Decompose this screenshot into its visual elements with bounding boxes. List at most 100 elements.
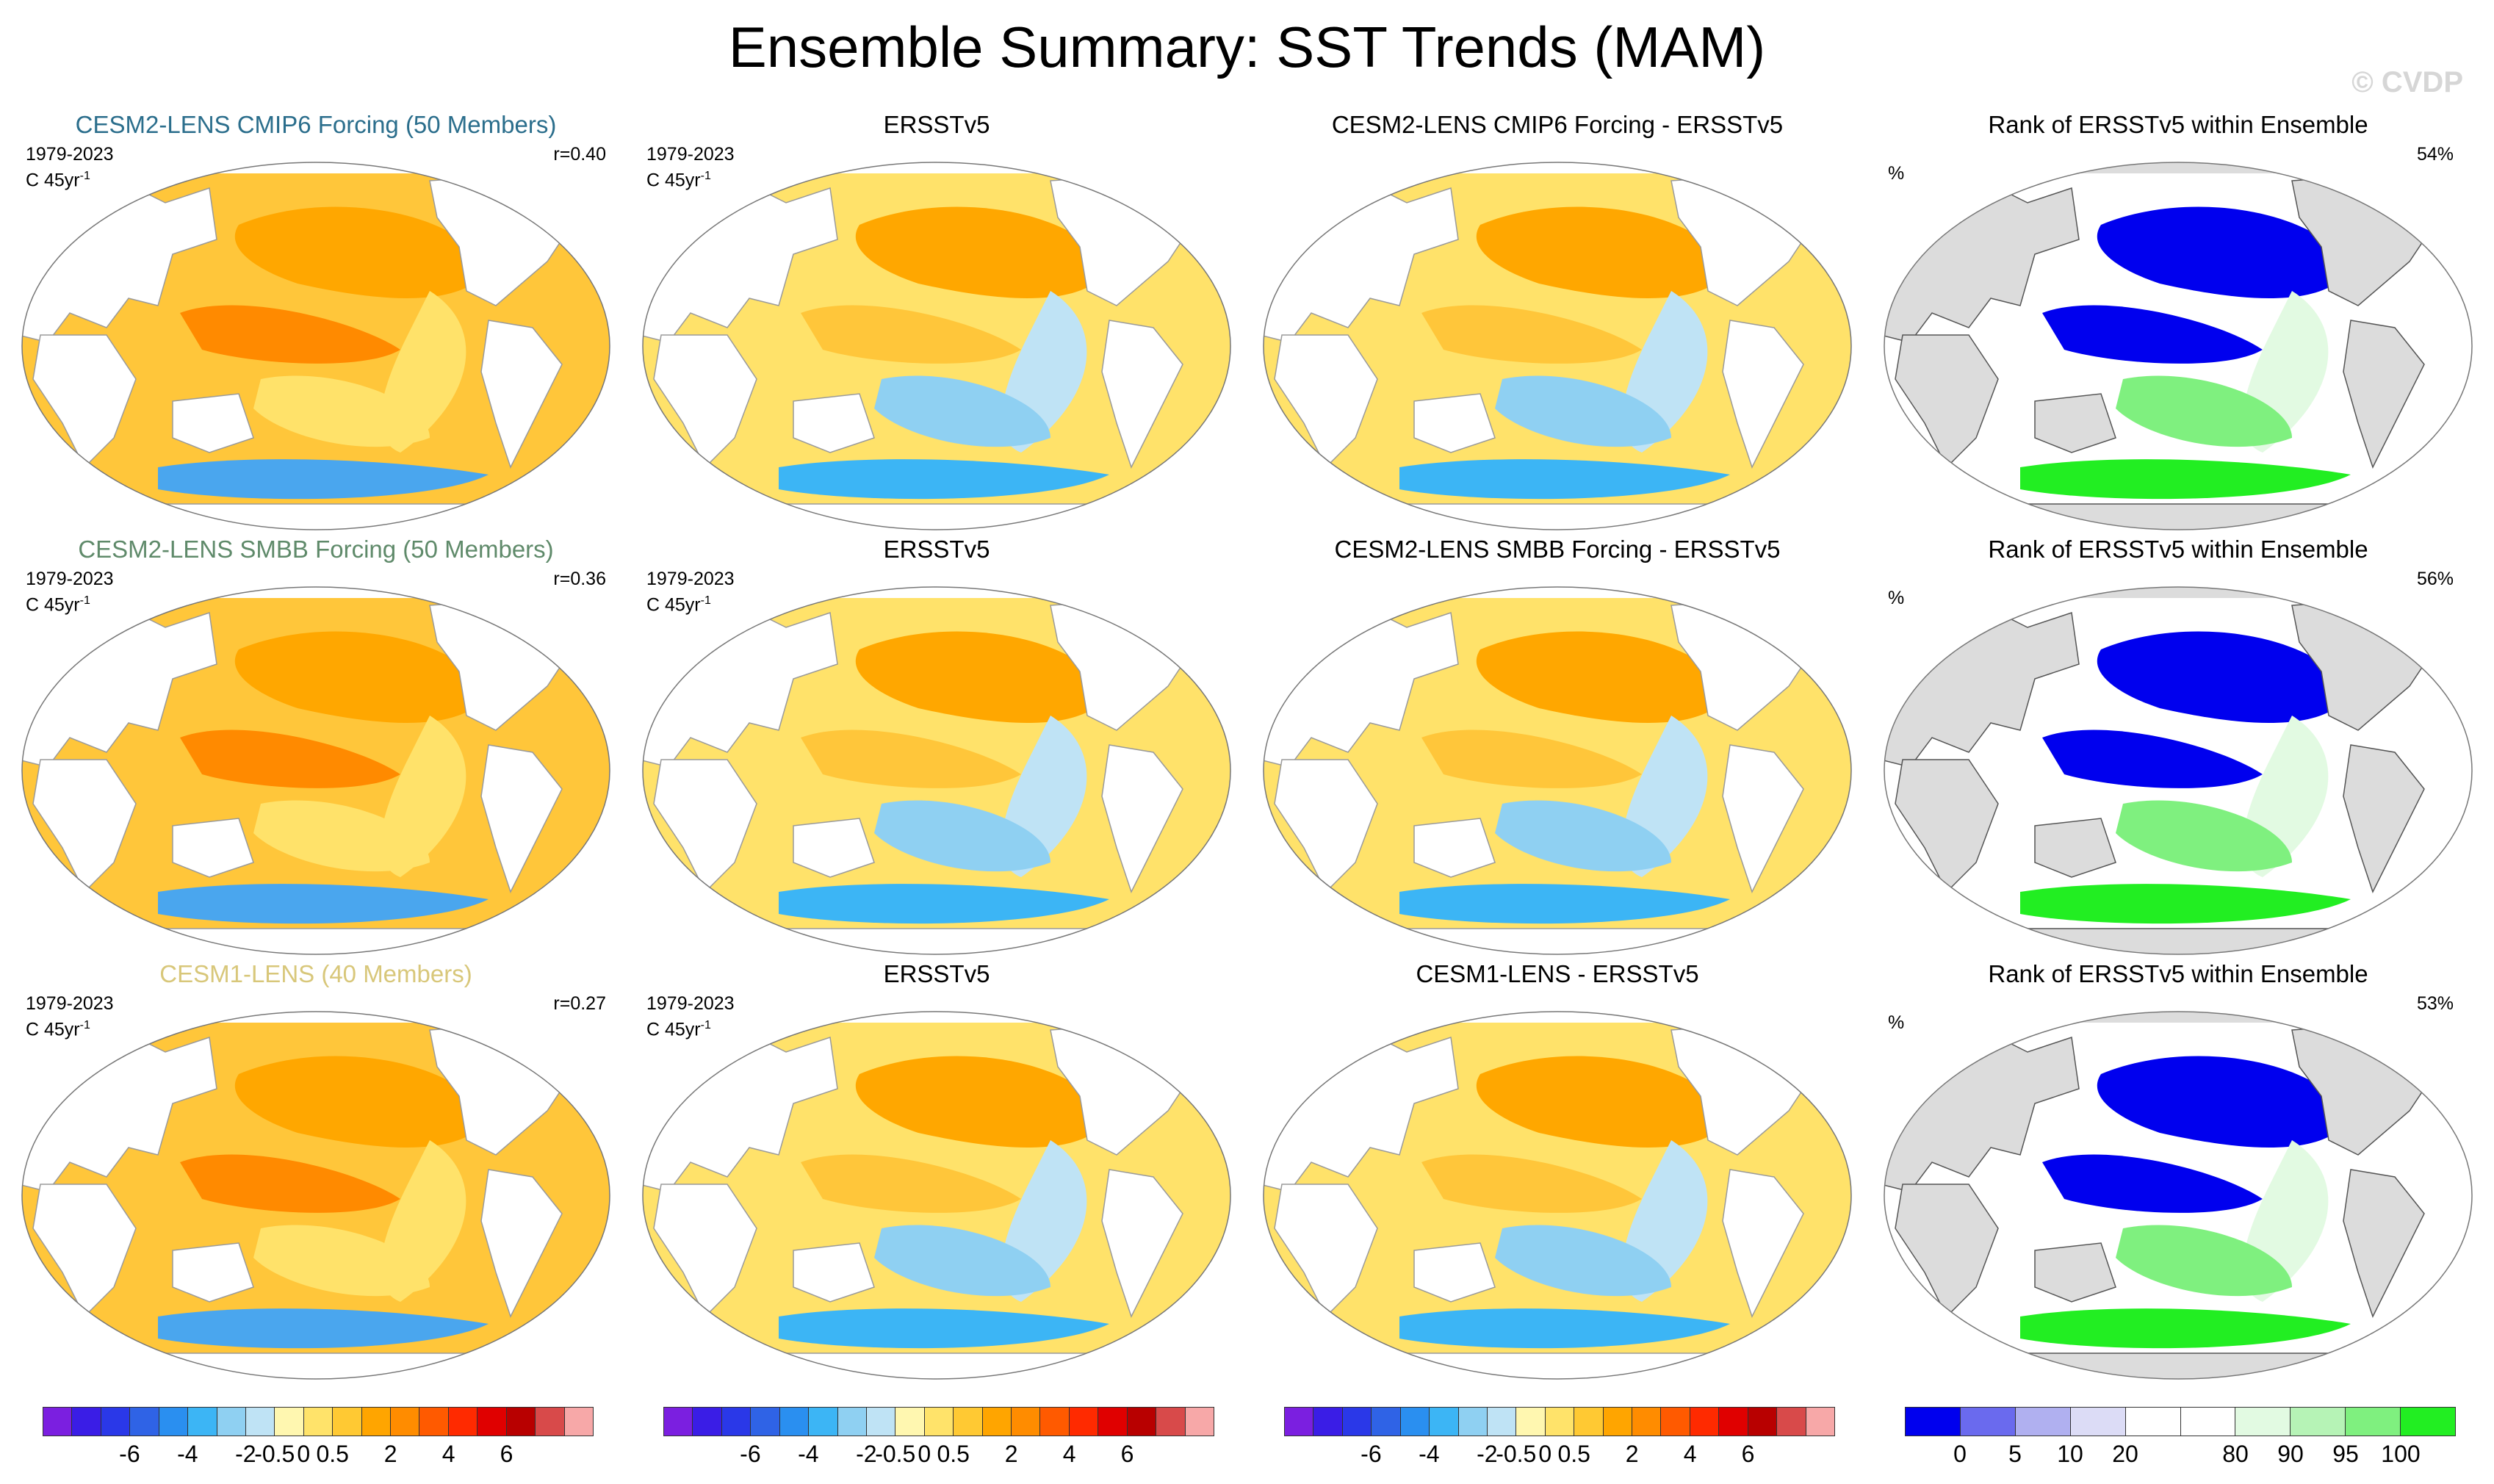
obs-map — [642, 1011, 1231, 1380]
land-arctic — [823, 162, 1050, 173]
trend-colorbar: -6 -4 -2 -0.5 0 0.5 2 4 6 — [1284, 1407, 1835, 1470]
land-africa — [32, 334, 137, 469]
map-frame — [21, 1011, 610, 1380]
colorbar-tick-label: -2 — [235, 1441, 256, 1467]
colorbar-tick-label: -0.5 — [254, 1441, 295, 1467]
colorbar-swatch — [954, 1408, 983, 1436]
colorbar-swatch — [1574, 1408, 1604, 1436]
land-africa — [1895, 334, 1999, 469]
diff-map — [1263, 586, 1852, 955]
anomaly-region — [1476, 1056, 1730, 1148]
colorbar-swatch — [809, 1408, 838, 1436]
units-exponent: -1 — [79, 170, 90, 182]
panel-title: Rank of ERSSTv5 within Ensemble — [1988, 536, 2368, 563]
land-south-america — [480, 1169, 563, 1318]
colorbar-swatch — [536, 1408, 565, 1436]
map-frame — [1884, 162, 2473, 530]
land-africa — [653, 759, 757, 893]
colorbar-swatch — [1487, 1408, 1517, 1436]
land-africa — [653, 1184, 757, 1318]
land-arctic — [2064, 162, 2292, 173]
land-australia — [1413, 393, 1496, 453]
colorbar-swatch — [1458, 1408, 1488, 1436]
anomaly-region — [2116, 375, 2292, 447]
anomaly-region — [2097, 1056, 2351, 1148]
colorbar-tick-label: 0 — [918, 1441, 931, 1467]
land-arctic — [2064, 587, 2292, 598]
land-antarctica — [1884, 1352, 2472, 1379]
rank-unit-label: % — [1888, 588, 1905, 608]
anomaly-region — [1495, 375, 1671, 447]
anomaly-region — [2116, 800, 2292, 872]
land-south-america — [1101, 744, 1183, 893]
colorbar-swatch — [2346, 1408, 2401, 1436]
anomaly-region — [1495, 800, 1671, 872]
colorbar-swatch — [72, 1408, 101, 1436]
colorbar-swatch — [866, 1408, 896, 1436]
land-antarctica — [1884, 503, 2472, 530]
units-exponent: -1 — [700, 1019, 711, 1031]
land-arctic — [1444, 1012, 1671, 1023]
anomaly-region — [2020, 884, 2351, 924]
land-south-america — [1101, 1169, 1183, 1318]
land-antarctica — [1264, 928, 1851, 954]
panel-title: ERSSTv5 — [883, 960, 990, 987]
colorbar-tick-label: -2 — [1477, 1441, 1498, 1467]
colorbar-tick-label: -0.5 — [1496, 1441, 1537, 1467]
model-panel: CESM2-LENS CMIP6 Forcing (50 Members) 197… — [11, 110, 621, 536]
model-map — [21, 1011, 610, 1380]
colorbar-swatch — [391, 1408, 420, 1436]
anomaly-region — [1476, 631, 1730, 723]
land-antarctica — [22, 503, 610, 530]
period-units-label: 1979-2023 C 45yr-1 — [646, 993, 735, 1040]
land-antarctica — [22, 928, 610, 954]
colorbar-swatch — [303, 1408, 334, 1436]
units-label: C 45yr — [646, 170, 701, 191]
anomaly-region — [180, 305, 400, 364]
anomaly-region — [1495, 1225, 1671, 1297]
anomaly-region — [1421, 305, 1642, 364]
colorbar-swatch — [477, 1408, 507, 1436]
anomaly-region — [2097, 206, 2351, 298]
pattern-correlation: r=0.40 — [553, 144, 606, 165]
colorbar-swatch — [2291, 1408, 2346, 1436]
anomaly-region — [801, 305, 1021, 364]
land-africa — [32, 1184, 137, 1318]
anomaly-region — [779, 1308, 1109, 1349]
anomaly-region — [2042, 1154, 2263, 1213]
colorbar-tick-label: -6 — [119, 1441, 140, 1467]
diff-map — [1263, 162, 1852, 530]
colorbar-swatch — [1661, 1408, 1690, 1436]
period-units-label: 1979-2023 C 45yr-1 — [26, 144, 114, 191]
anomaly-region — [801, 1154, 1021, 1213]
colorbar-swatch — [2180, 1408, 2236, 1436]
colorbar-tick-label: 6 — [1120, 1441, 1134, 1467]
anomaly-region — [779, 884, 1109, 924]
period-units-label: 1979-2023 C 45yr-1 — [646, 144, 735, 191]
colorbar-swatch — [564, 1408, 594, 1436]
trend-colorbar: -6 -4 -2 -0.5 0 0.5 2 4 6 — [663, 1407, 1214, 1470]
colorbar-swatch — [1285, 1408, 1314, 1436]
colorbar-swatch — [1632, 1408, 1662, 1436]
colorbar-swatch — [1777, 1408, 1806, 1436]
colorbar-swatch — [2015, 1408, 2071, 1436]
colorbar-swatch — [1156, 1408, 1186, 1436]
colorbar-swatch — [43, 1408, 73, 1436]
colorbar-tick-label: 0 — [1538, 1441, 1552, 1467]
colorbar-swatch — [2070, 1408, 2126, 1436]
colorbar-swatch — [1806, 1408, 1835, 1436]
anomaly-region — [855, 206, 1109, 298]
panel-title: CESM2-LENS CMIP6 Forcing (50 Members) — [75, 111, 557, 138]
units-exponent: -1 — [79, 1019, 90, 1031]
panel-title: CESM2-LENS SMBB Forcing - ERSSTv5 — [1334, 536, 1781, 563]
obs-map — [642, 162, 1231, 530]
colorbar-swatch — [245, 1408, 275, 1436]
anomaly-region — [1421, 1154, 1642, 1213]
map-frame — [642, 162, 1231, 530]
land-australia — [1413, 818, 1496, 878]
colorbar-swatch — [1906, 1408, 1961, 1436]
anomaly-region — [874, 800, 1050, 872]
panel-title: Rank of ERSSTv5 within Ensemble — [1988, 111, 2368, 138]
colorbar-tick-label: 95 — [2332, 1441, 2359, 1467]
colorbar-swatch — [2401, 1408, 2456, 1436]
